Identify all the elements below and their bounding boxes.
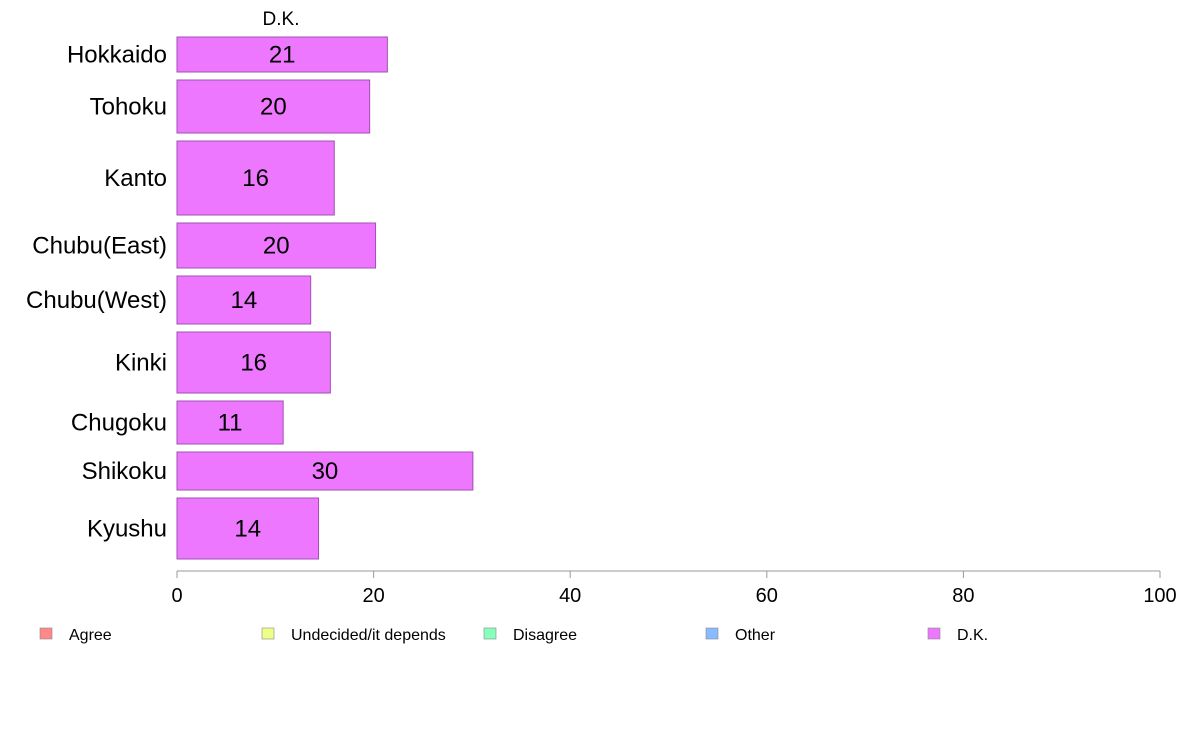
bar-hokkaido <box>176 36 388 73</box>
legend-label: Disagree <box>513 627 577 644</box>
category-label: Tohoku <box>90 94 167 121</box>
category-label: Hokkaido <box>67 42 167 69</box>
x-tick-label: 0 <box>171 585 182 607</box>
category-label: Kyushu <box>87 516 167 543</box>
legend-swatch <box>483 627 497 640</box>
bar-shikoku <box>176 451 474 491</box>
category-label: Kanto <box>104 165 167 192</box>
data-label: 16 <box>240 350 267 377</box>
x-tick-label: 80 <box>952 585 974 607</box>
chart-column-title: D.K. <box>263 9 300 30</box>
data-label: 20 <box>260 94 287 121</box>
bar-tohoku <box>176 79 371 134</box>
category-label: Chubu(East) <box>32 233 167 260</box>
bar-chubu-east- <box>176 222 377 269</box>
legend-label: Agree <box>69 627 112 644</box>
category-label: Kinki <box>115 350 167 377</box>
legend-label: Undecided/it depends <box>291 627 446 644</box>
bar-kanto <box>176 140 335 216</box>
x-tick-label: 100 <box>1143 585 1176 607</box>
x-axis: 0 20 40 60 80 100 <box>171 570 1177 607</box>
bar-kyushu <box>176 497 320 560</box>
legend-swatch <box>927 627 941 640</box>
data-label: 21 <box>269 42 296 69</box>
category-label: Chugoku <box>71 410 167 437</box>
category-label: Shikoku <box>82 458 167 485</box>
legend-label: D.K. <box>957 627 988 644</box>
data-label: 14 <box>230 287 257 314</box>
x-tick-label: 20 <box>362 585 384 607</box>
x-tick-label: 60 <box>756 585 778 607</box>
legend-swatch <box>705 627 719 640</box>
data-label: 14 <box>234 516 261 543</box>
bar-chugoku <box>176 400 284 445</box>
category-label: Chubu(West) <box>26 287 167 314</box>
bar-chubu-west- <box>176 275 312 325</box>
data-label: 20 <box>263 233 290 260</box>
legend-label: Other <box>735 627 776 644</box>
x-tick-label: 40 <box>559 585 581 607</box>
data-label: 11 <box>218 410 243 437</box>
bar-kinki <box>176 331 331 394</box>
bars-layer: Hokkaido 21 Tohoku 20 Kanto 16 Chubu(East) 20 Ch… <box>26 36 474 560</box>
data-label: 30 <box>312 458 339 485</box>
legend-swatch <box>261 627 275 640</box>
legend: Agree Undecided/it depends Disagree Other D.… <box>39 627 988 644</box>
legend-swatch <box>39 627 53 640</box>
data-label: 16 <box>242 165 269 192</box>
